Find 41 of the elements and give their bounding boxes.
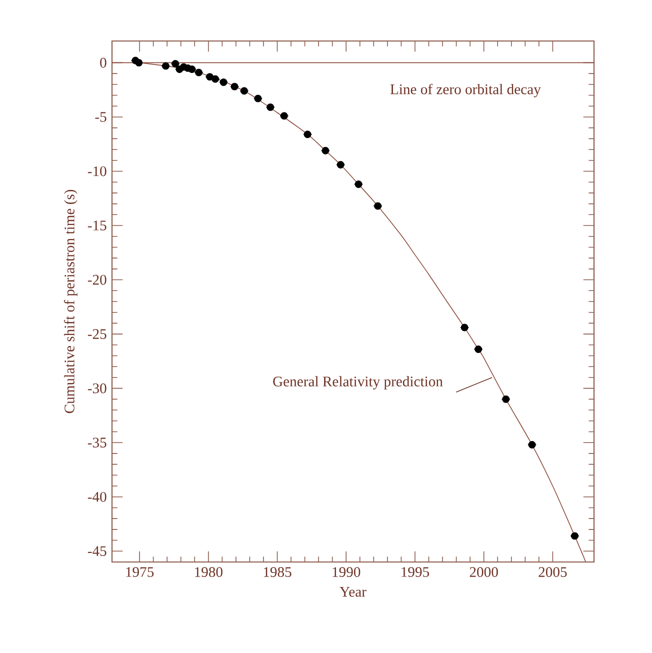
point — [240, 87, 248, 95]
y-axis-title: Cumulative shift of periastron time (s) — [64, 190, 78, 414]
y-tick-label: -40 — [88, 492, 106, 502]
y-tick-label: -15 — [88, 220, 106, 230]
point — [354, 180, 362, 188]
y-tick-label: -20 — [88, 274, 106, 285]
y-tick-label: -5 — [95, 112, 106, 122]
point — [280, 112, 288, 120]
point — [254, 94, 262, 102]
ref-line-label: Line of zero orbital decay — [390, 84, 541, 98]
x-tick-label: 2000 — [470, 567, 498, 577]
point — [266, 103, 274, 111]
x-tick-label: 1980 — [195, 567, 222, 577]
point — [336, 160, 344, 168]
y-tick-label: -35 — [88, 438, 106, 448]
x-tick-label: 1990 — [332, 567, 360, 577]
y-tick-label: -10 — [88, 166, 106, 176]
point — [571, 532, 578, 540]
y-tick-label: -45 — [88, 546, 106, 556]
point — [212, 75, 220, 83]
x-tick-label: 1985 — [264, 567, 292, 577]
point — [230, 82, 238, 90]
point — [220, 78, 228, 86]
x-tick-label: 2005 — [538, 567, 567, 577]
x-tick-label: 1975 — [126, 567, 154, 577]
point — [502, 395, 510, 403]
y-tick-label: -25 — [88, 329, 106, 339]
annotation: General Relativity prediction — [273, 376, 443, 390]
point — [188, 65, 196, 73]
point — [304, 130, 312, 138]
y-tick-label: 0 — [100, 58, 106, 68]
point — [528, 441, 536, 449]
point — [195, 68, 202, 76]
point — [474, 346, 482, 353]
point — [322, 146, 330, 154]
point — [135, 58, 143, 66]
x-tick-label: 1995 — [402, 567, 430, 577]
point — [460, 324, 468, 332]
x-axis-title: Year — [340, 587, 366, 597]
y-tick-label: -30 — [88, 383, 106, 394]
point — [374, 202, 382, 210]
